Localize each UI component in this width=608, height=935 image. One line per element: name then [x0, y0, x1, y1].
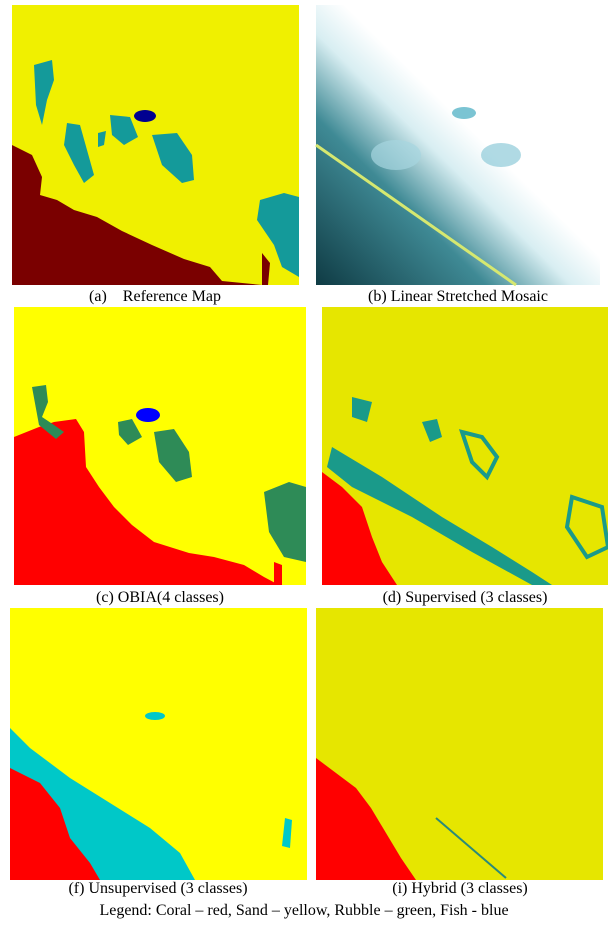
- caption: (b) Linear Stretched Mosaic: [368, 288, 548, 305]
- panel-a: [12, 5, 299, 285]
- panel-d: [322, 307, 608, 585]
- panel-c: [14, 307, 306, 585]
- panel-f: [10, 608, 307, 880]
- caption: (f) Unsupervised (3 classes): [68, 880, 247, 897]
- caption: (a) Reference Map: [89, 288, 221, 305]
- figure: (a) Reference Map (b) Linear Stretched M…: [0, 0, 608, 935]
- page: {"panels": [ {"caption": "(a) Reference …: [0, 0, 608, 935]
- caption: (d) Supervised (3 classes): [383, 589, 548, 606]
- caption: (c) OBIA(4 classes): [96, 589, 224, 606]
- panel-b: [316, 5, 600, 285]
- panel-i: [316, 608, 603, 880]
- caption: (i) Hybrid (3 classes): [392, 880, 528, 897]
- legend: Legend: Coral – red, Sand – yellow, Rubb…: [99, 902, 508, 919]
